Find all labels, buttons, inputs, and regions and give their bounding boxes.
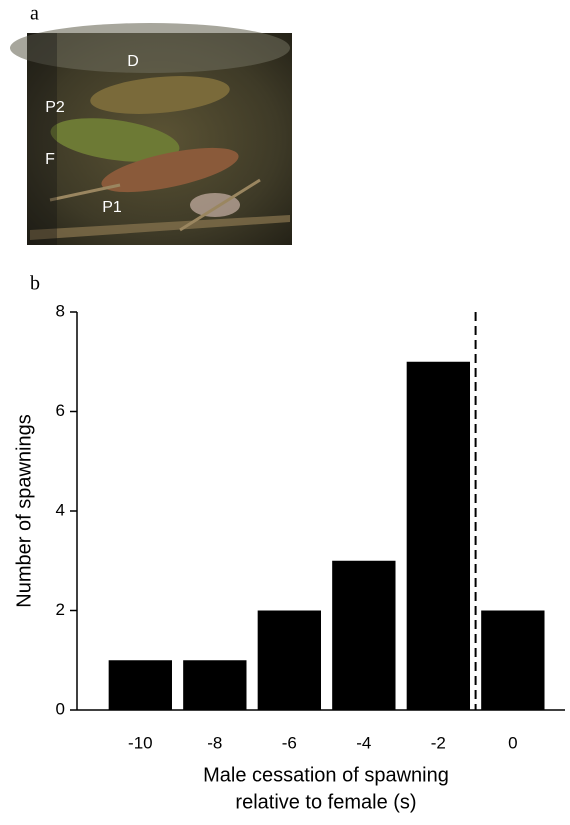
bar [481, 611, 544, 711]
y-axis-label: Number of spawnings [13, 414, 35, 607]
y-tick-label: 0 [56, 699, 65, 718]
y-tick-label: 4 [56, 500, 65, 519]
photo-label: P1 [102, 199, 122, 216]
bar [407, 362, 470, 710]
panel-label: a [30, 3, 39, 25]
bar [258, 611, 321, 711]
y-tick-label: 6 [56, 401, 65, 420]
x-axis-label: Male cessation of spawning [203, 764, 449, 786]
x-tick-label: -10 [128, 733, 153, 752]
page: a D P2 F P1 b Number of spawnings Male c… [0, 0, 570, 825]
bar [332, 561, 395, 710]
photo-label: F [45, 151, 55, 168]
photo-label: D [127, 53, 139, 70]
y-tick-label: 8 [56, 301, 65, 320]
panel-label: b [30, 273, 40, 295]
x-axis-label: relative to female (s) [235, 791, 416, 813]
x-tick-label: -6 [282, 733, 297, 752]
photo-label: P2 [45, 99, 65, 116]
x-tick-label: -2 [431, 733, 446, 752]
x-tick-label: -8 [207, 733, 222, 752]
photo [10, 23, 292, 245]
figure: a D P2 F P1 b Number of spawnings Male c… [0, 0, 570, 825]
bar [183, 660, 246, 710]
x-tick-label: 0 [508, 733, 517, 752]
bar [109, 660, 172, 710]
y-tick-label: 2 [56, 600, 65, 619]
x-tick-label: -4 [356, 733, 371, 752]
